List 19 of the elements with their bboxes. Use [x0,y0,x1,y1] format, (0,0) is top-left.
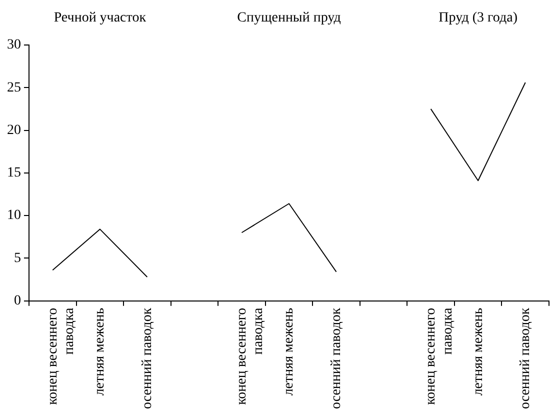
x-tick-label: осенний паводок [328,308,344,410]
x-tick-label: осенний паводок [518,308,534,410]
text: Пруд (3 года) [438,10,518,26]
text: Речной участок [54,10,146,26]
x-tick-label: конец весеннего паводка [45,307,78,405]
text: Спущенный пруд [237,10,341,26]
x-tick-label: летняя межень [470,308,486,396]
x-tick-label: конец весеннего паводка [234,307,266,405]
x-tick-label: летняя межень [92,308,108,396]
y-tick-label: 5 [14,250,21,266]
y-tick-label: 15 [7,166,21,181]
y-tick-label: 25 [7,80,21,96]
y-tick-label: 0 [14,294,21,309]
y-tick-label: 10 [7,208,21,224]
y-tick-label: 20 [7,122,21,138]
x-tick-label: летняя межень [282,308,297,396]
x-tick-label: конец весеннего паводка [423,307,456,405]
x-tick-label: осенний паводок [140,308,155,410]
y-tick-label: 30 [7,38,21,53]
